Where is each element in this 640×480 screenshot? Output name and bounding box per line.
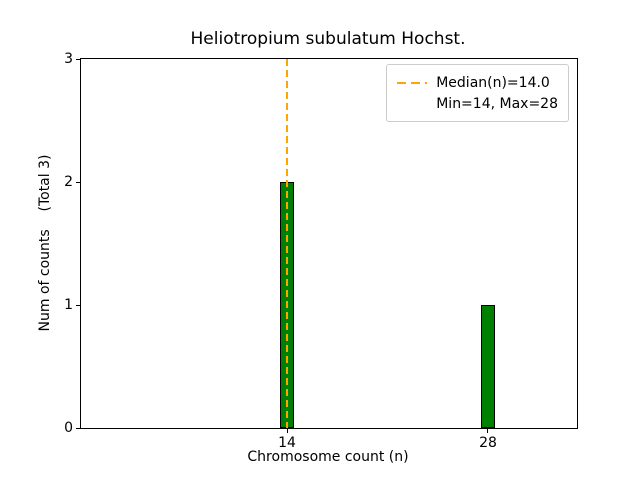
x-tick-label: 28 [479, 435, 497, 451]
y-tick-mark [76, 427, 80, 429]
y-tick-label: 1 [64, 297, 73, 313]
x-tick-mark [286, 429, 288, 433]
y-tick-mark [76, 304, 80, 306]
median-dashed-line-swatch [397, 81, 428, 84]
y-tick-mark [76, 181, 80, 183]
legend-minmax-label: Min=14, Max=28 [436, 95, 558, 112]
median-line [286, 59, 288, 428]
legend-entry-minmax: Min=14, Max=28 [397, 93, 558, 114]
bar-28 [480, 305, 496, 428]
y-tick-label: 3 [64, 51, 73, 67]
y-axis-label: Num of counts (Total 3) [37, 154, 53, 332]
legend-median-label: Median(n)=14.0 [436, 74, 550, 91]
legend-entry-median: Median(n)=14.0 [397, 72, 558, 93]
x-axis-label: Chromosome count (n) [247, 449, 409, 465]
y-tick-label: 0 [64, 420, 73, 436]
y-tick-label: 2 [64, 174, 73, 190]
x-tick-mark [487, 429, 489, 433]
blank-legend-swatch [397, 103, 427, 105]
y-tick-mark [76, 58, 80, 60]
chart-title: Heliotropium subulatum Hochst. [190, 29, 466, 49]
legend: Median(n)=14.0 Min=14, Max=28 [386, 64, 569, 122]
x-tick-label: 14 [278, 435, 296, 451]
